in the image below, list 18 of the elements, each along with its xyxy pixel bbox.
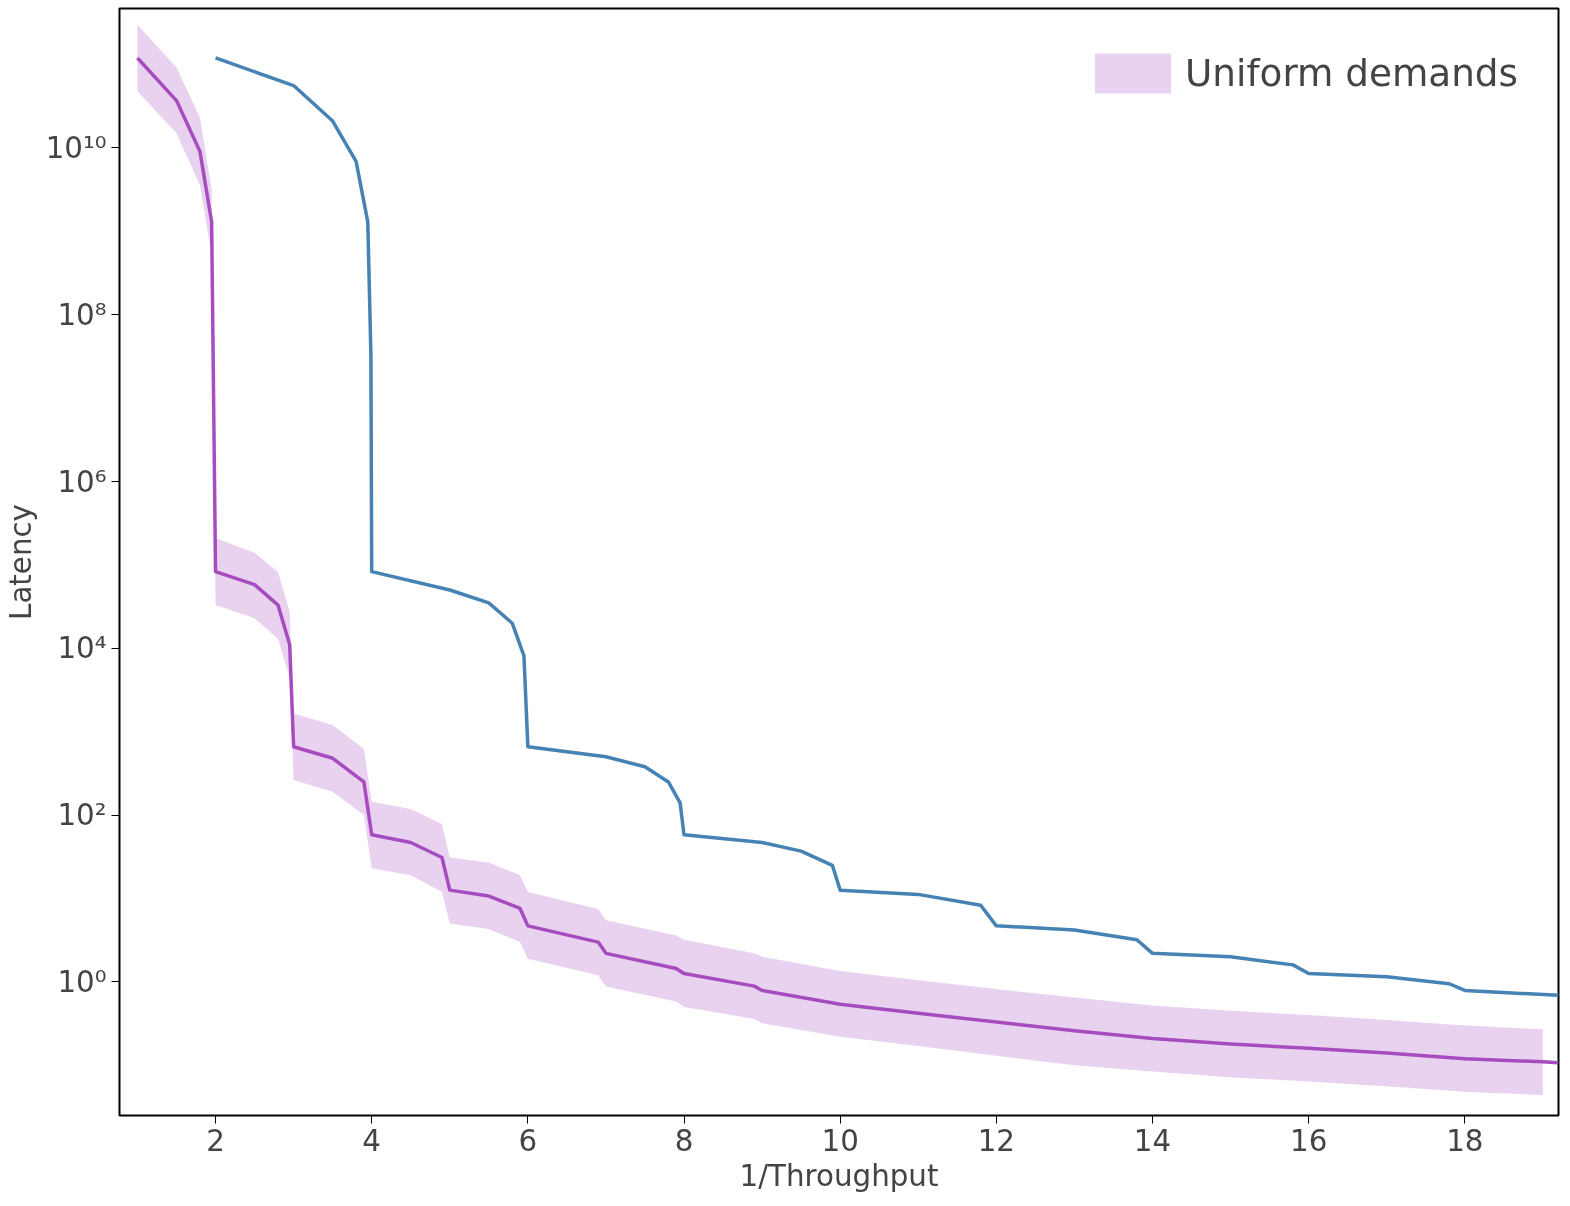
y-tick-label: 10⁴ (57, 631, 107, 666)
y-tick-label: 10⁶ (57, 464, 107, 499)
y-tick-label: 10⁸ (57, 297, 107, 332)
x-tick-label: 8 (674, 1123, 694, 1158)
x-tick-label: 2 (206, 1123, 225, 1158)
x-tick-label: 14 (1133, 1123, 1172, 1158)
x-tick-label: 6 (518, 1123, 538, 1158)
x-tick-label: 16 (1289, 1123, 1328, 1158)
y-tick-label: 10¹⁰ (45, 130, 107, 165)
x-tick-label: 10 (821, 1123, 859, 1158)
y-tick-label: 10⁰ (57, 964, 107, 999)
y-axis-title: Latency (3, 504, 38, 620)
x-axis-title: 1/Throughput (739, 1158, 939, 1193)
x-tick-label: 4 (362, 1123, 382, 1158)
legend-label: Uniform demands (1185, 51, 1518, 95)
x-tick-label: 18 (1446, 1123, 1484, 1158)
x-tick-label: 12 (977, 1123, 1015, 1158)
y-tick-label: 10² (57, 798, 107, 833)
